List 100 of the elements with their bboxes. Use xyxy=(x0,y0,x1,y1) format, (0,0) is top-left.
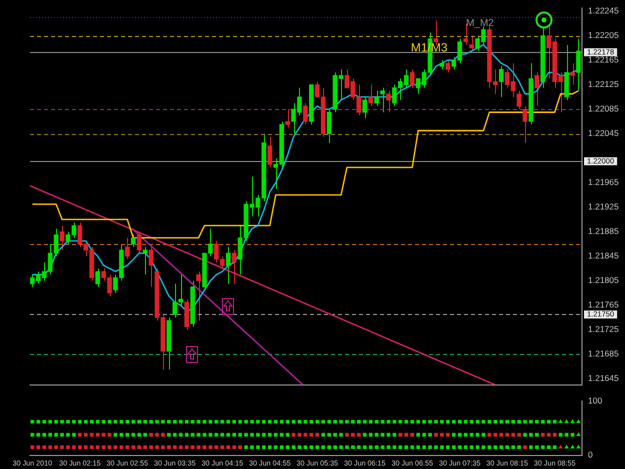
point xyxy=(505,432,510,437)
point xyxy=(48,432,52,437)
point xyxy=(464,432,468,437)
point xyxy=(523,432,527,437)
point xyxy=(30,445,34,450)
point xyxy=(535,445,539,450)
point xyxy=(351,432,355,437)
point xyxy=(149,432,153,437)
point xyxy=(410,445,414,450)
point xyxy=(244,445,248,450)
point xyxy=(268,432,272,437)
point xyxy=(576,432,581,436)
point xyxy=(66,432,70,437)
point xyxy=(576,444,581,449)
candlestick xyxy=(534,72,540,107)
y-tick-label: 1.22245 xyxy=(588,6,619,16)
point xyxy=(244,432,248,437)
point xyxy=(310,445,314,450)
point xyxy=(345,445,349,450)
point xyxy=(564,432,568,437)
point xyxy=(120,445,124,450)
point xyxy=(232,432,236,437)
point xyxy=(356,432,361,437)
point xyxy=(470,432,474,437)
candlestick xyxy=(362,96,368,119)
candlestick xyxy=(285,108,290,128)
point xyxy=(333,445,337,450)
point xyxy=(298,445,302,450)
point xyxy=(161,445,165,450)
y-tick-label: 1.21965 xyxy=(588,177,619,188)
point xyxy=(339,445,343,450)
point xyxy=(321,445,326,450)
y-tick-label: 1.21765 xyxy=(588,300,619,310)
point xyxy=(274,432,278,437)
y-tick-label: 1.22125 xyxy=(588,79,619,90)
point xyxy=(220,432,224,437)
point xyxy=(190,432,194,437)
point xyxy=(494,445,498,450)
point xyxy=(540,432,545,437)
point xyxy=(72,432,76,437)
candlestick xyxy=(374,90,379,107)
candlestick xyxy=(232,250,237,284)
candlestick xyxy=(498,66,504,98)
candlestick xyxy=(463,22,468,46)
point xyxy=(434,432,438,437)
candlestick xyxy=(95,268,100,288)
point xyxy=(499,432,504,437)
candlestick xyxy=(522,106,528,144)
point xyxy=(126,432,130,437)
point xyxy=(564,419,569,424)
point xyxy=(36,445,40,450)
point xyxy=(570,419,575,424)
point xyxy=(310,432,314,437)
point xyxy=(96,445,100,450)
point xyxy=(232,445,236,450)
point xyxy=(137,432,142,437)
point xyxy=(304,432,308,437)
candlestick xyxy=(196,271,201,322)
point xyxy=(386,432,390,437)
point xyxy=(529,445,533,450)
point xyxy=(196,445,200,450)
point xyxy=(161,432,165,437)
point xyxy=(499,445,504,450)
y-tick-label: 1.21805 xyxy=(588,275,619,286)
point xyxy=(226,445,230,450)
point xyxy=(482,432,486,437)
point xyxy=(102,445,106,450)
candlestick xyxy=(130,234,136,248)
point xyxy=(36,432,40,437)
candlestick xyxy=(410,68,415,88)
point xyxy=(190,445,194,450)
point xyxy=(505,445,510,450)
y-tick-label: 1.22045 xyxy=(588,128,619,138)
point xyxy=(351,445,355,450)
point xyxy=(60,432,64,437)
point xyxy=(256,445,260,450)
point xyxy=(321,432,326,437)
candlestick xyxy=(226,246,231,284)
point xyxy=(511,432,515,437)
point xyxy=(570,444,575,449)
point xyxy=(184,445,189,450)
point xyxy=(286,445,290,450)
point xyxy=(78,445,82,450)
point xyxy=(315,432,320,437)
point xyxy=(250,432,254,437)
point xyxy=(143,445,147,450)
point xyxy=(262,445,266,450)
candlestick xyxy=(142,246,148,276)
point xyxy=(90,445,94,450)
candlestick xyxy=(440,60,444,70)
point xyxy=(422,432,426,437)
point xyxy=(535,432,539,437)
point xyxy=(315,445,320,450)
y-tick-label: 1.21885 xyxy=(588,226,619,236)
point xyxy=(292,432,296,437)
point xyxy=(576,419,581,424)
point xyxy=(131,432,136,437)
point xyxy=(256,432,260,437)
y-tick-label: 1.22165 xyxy=(588,54,619,65)
candlestick xyxy=(125,237,130,260)
